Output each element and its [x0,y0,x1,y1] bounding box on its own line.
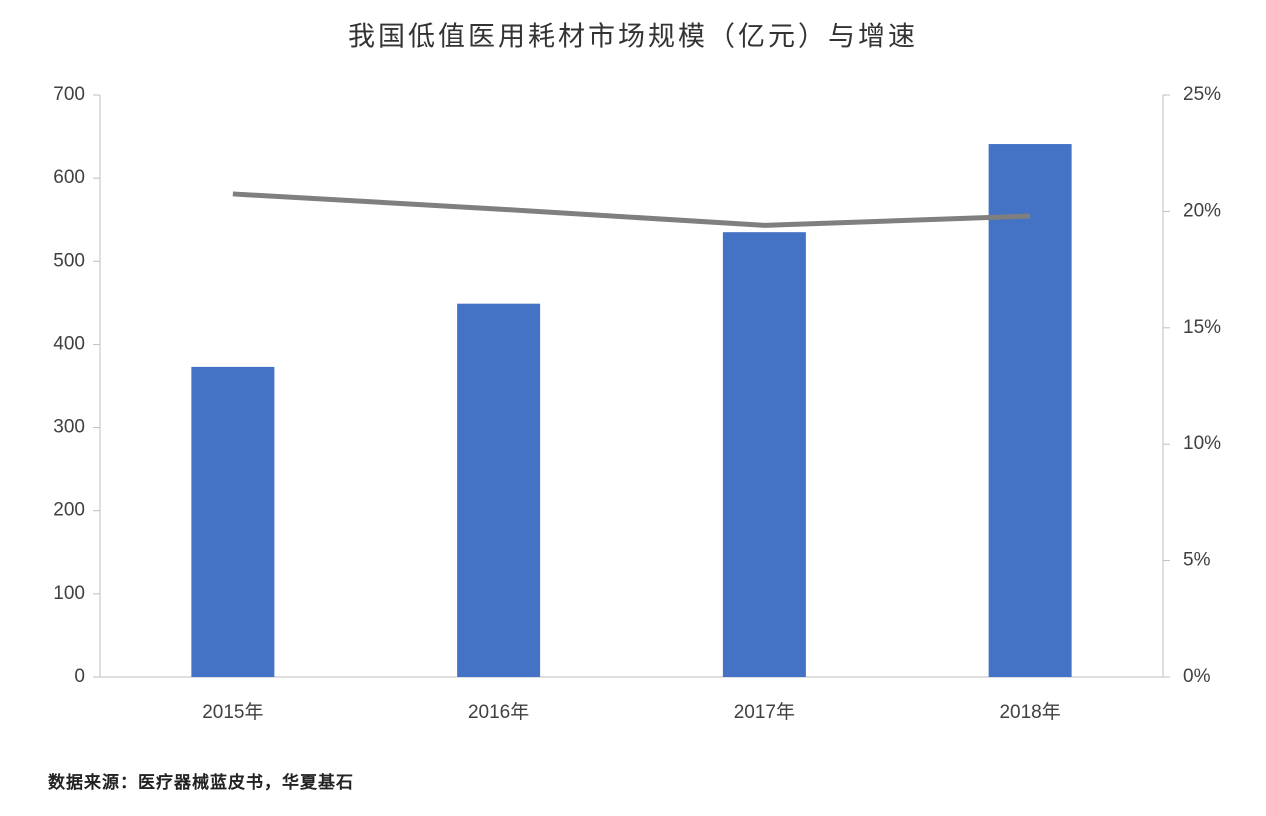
x-tick-label: 2016年 [468,701,529,723]
line [232,191,1031,228]
x-tick-label: 2015年 [202,701,263,723]
y2-tick-label: 20% [1183,200,1221,221]
y2-tick-label: 25% [1183,84,1221,105]
y-tick-label: 300 [53,417,85,438]
x-tick-label: 2017年 [734,701,795,723]
y-tick-label: 200 [53,500,85,521]
y-tick-label: 0 [74,666,85,687]
y2-tick-label: 10% [1183,433,1221,454]
y2-tick-label: 5% [1183,550,1211,571]
source-note: 数据来源：医疗器械蓝皮书，华夏基石 [48,772,354,793]
x-tick-label: 2018年 [999,701,1060,723]
bar [191,366,275,677]
y-tick-label: 100 [53,583,85,604]
y-tick-label: 600 [53,167,85,188]
y2-tick-label: 0% [1183,666,1211,687]
y-tick-label: 400 [53,333,85,354]
bar [457,303,541,677]
bar [722,232,806,677]
y-tick-label: 500 [53,250,85,271]
y-tick-label: 700 [53,84,85,105]
y2-tick-label: 15% [1183,317,1221,338]
bar [988,144,1072,677]
chart-title: 我国低值医用耗材市场规模（亿元）与增速 [348,22,918,53]
